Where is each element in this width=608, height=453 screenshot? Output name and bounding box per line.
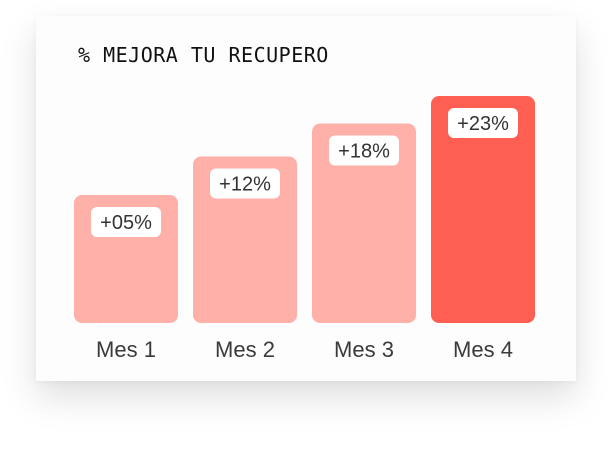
data-label-bg-1 [91,207,161,237]
category-label-2: Mes 2 [215,337,275,362]
data-label-3: +18% [338,141,390,163]
data-label-bg-2 [210,168,280,199]
bar-3 [312,123,416,323]
bar-group-1: +05% Mes 1 [74,195,178,362]
bar-group-4: +23% Mes 4 [431,96,535,362]
data-label-4: +23% [457,113,509,135]
bar-4 [431,96,535,323]
category-label-4: Mes 4 [453,337,513,362]
bar-group-2: +12% Mes 2 [193,156,297,362]
data-label-bg-4 [448,108,518,138]
category-label-3: Mes 3 [334,337,394,362]
chart-title: % MEJORA TU RECUPERO [78,43,329,67]
bar-group-3: +18% Mes 3 [312,123,416,362]
category-label-1: Mes 1 [96,337,156,362]
data-label-1: +05% [100,212,152,234]
data-label-2: +12% [219,174,271,196]
data-label-bg-3 [329,135,399,166]
